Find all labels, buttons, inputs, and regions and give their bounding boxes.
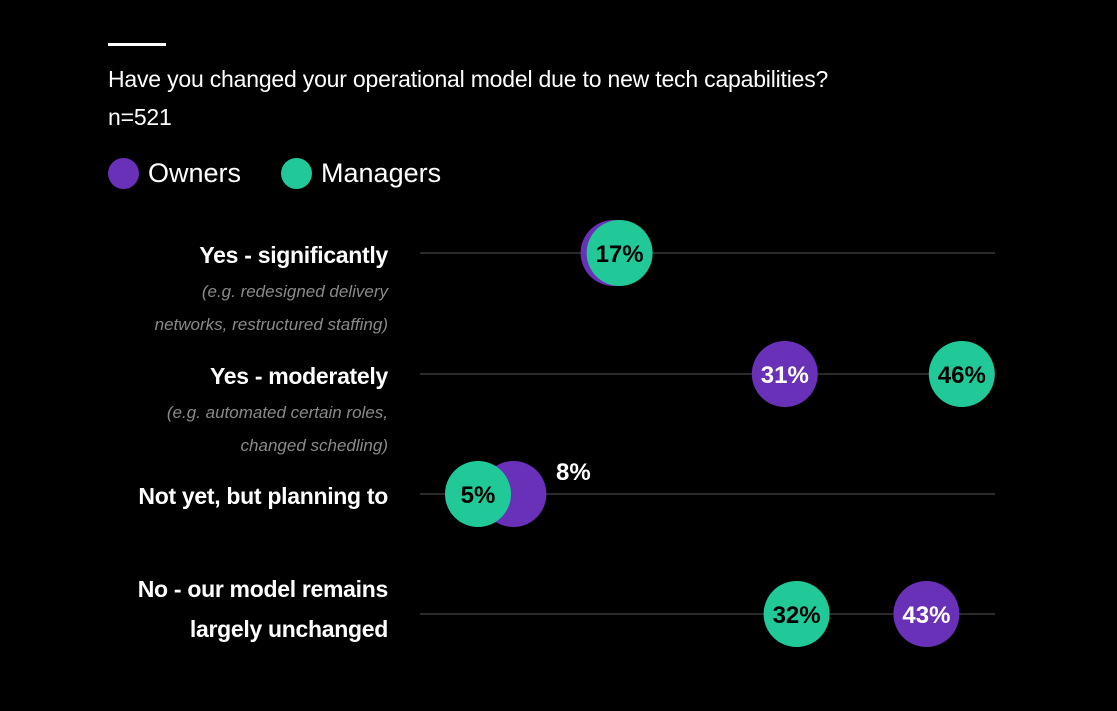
chart-title: Have you changed your operational model … (108, 60, 828, 136)
managers-dot-3 (763, 581, 830, 647)
sample-size: n=521 (108, 104, 172, 130)
owners-label-2: 8% (556, 459, 591, 486)
managers-dot-1 (928, 341, 995, 407)
legend-managers: Managers (281, 158, 441, 189)
legend-owners: Owners (108, 158, 241, 189)
managers-dot-2 (445, 461, 511, 527)
legend-owners-label: Owners (148, 158, 242, 188)
owners-dot-3 (893, 581, 960, 647)
category-3: No - our model remains largely unchanged (137, 569, 389, 649)
category-2: Not yet, but planning to (138, 476, 388, 516)
owners-label-1: 31% (761, 362, 809, 389)
owners-label-3: 43% (902, 602, 950, 629)
category-0: Yes - significantly (e.g. redesigned del… (154, 235, 389, 341)
managers-dot-0 (586, 220, 653, 286)
title-text: Have you changed your operational model … (108, 66, 829, 92)
title-rule (108, 43, 166, 46)
legend-managers-label: Managers (321, 158, 442, 188)
owners-dot-1 (751, 341, 818, 407)
category-label: No - our model remains largely unchanged (137, 576, 389, 642)
managers-label-2: 5% (461, 482, 496, 509)
category-label: Not yet, but planning to (138, 483, 388, 509)
managers-label-0: 17% (596, 241, 644, 268)
category-note: (e.g. redesigned delivery networks, rest… (154, 282, 388, 334)
category-label: Yes - moderately (209, 363, 388, 389)
legend-managers-swatch (281, 158, 313, 189)
category-1: Yes - moderately (e.g. automated certain… (167, 356, 388, 462)
managers-label-3: 32% (773, 602, 821, 629)
category-label: Yes - significantly (199, 242, 388, 268)
legend: Owners Managers (108, 158, 481, 189)
category-note: (e.g. automated certain roles, changed s… (166, 403, 388, 455)
legend-owners-swatch (108, 158, 139, 189)
managers-label-1: 46% (938, 362, 986, 389)
